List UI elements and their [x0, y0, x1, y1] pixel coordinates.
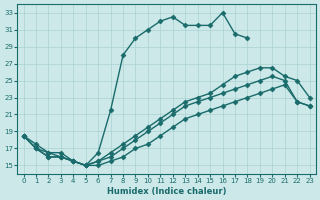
X-axis label: Humidex (Indice chaleur): Humidex (Indice chaleur) — [107, 187, 226, 196]
